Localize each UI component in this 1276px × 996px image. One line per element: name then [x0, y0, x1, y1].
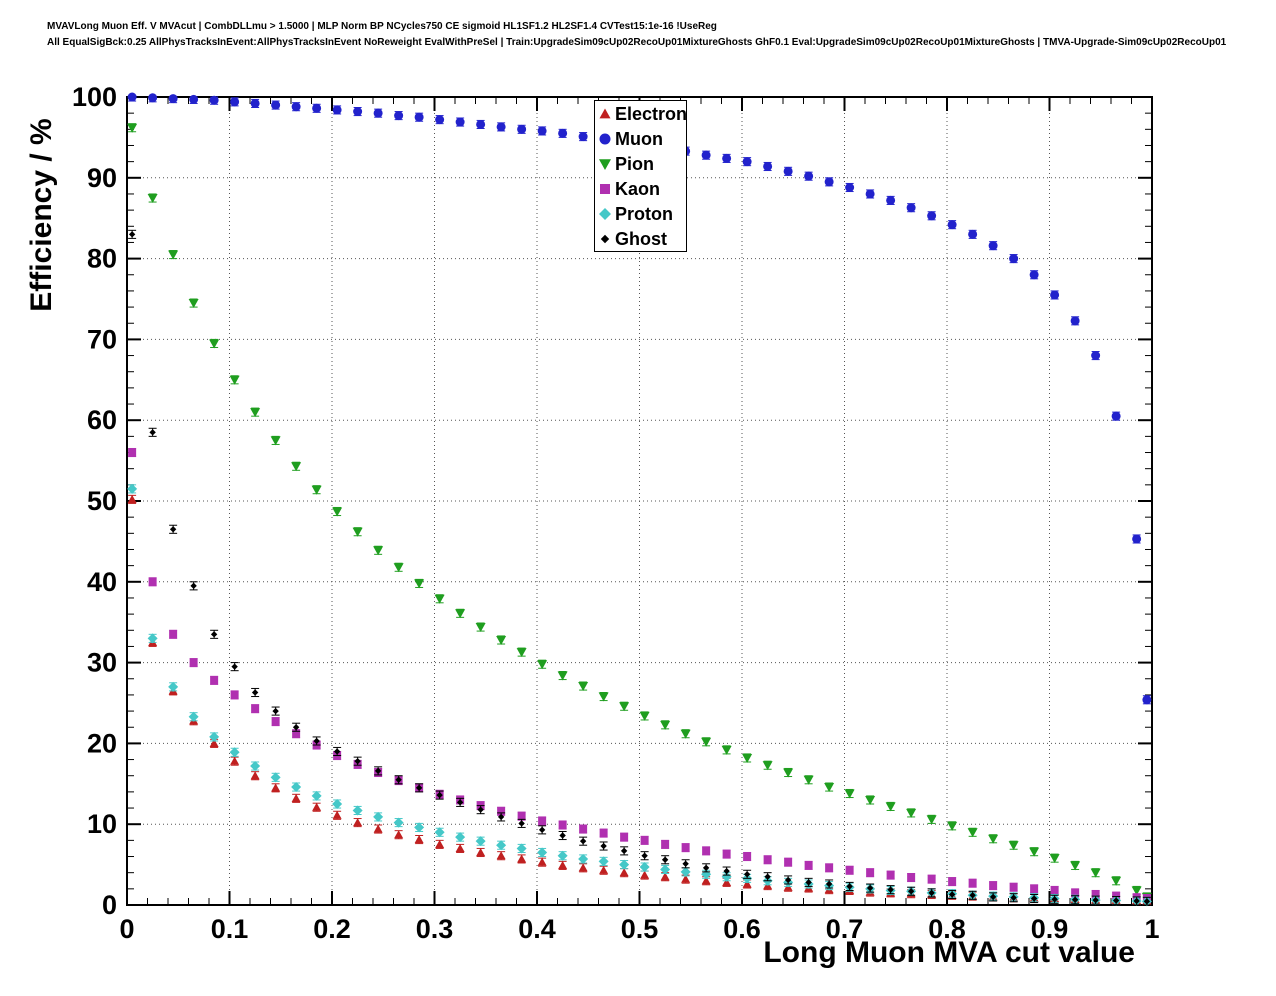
- legend: Electron Muon Pion Kaon Proton Ghost: [594, 100, 687, 252]
- plot-title-line2: All EqualSigBck:0.25 AllPhysTracksInEven…: [47, 37, 1227, 48]
- svg-text:0.3: 0.3: [416, 914, 454, 944]
- gridlines: [127, 97, 1152, 905]
- svg-text:70: 70: [87, 324, 117, 354]
- legend-label-proton: Proton: [615, 203, 673, 224]
- series-ghost: [128, 229, 1151, 906]
- legend-label-kaon: Kaon: [615, 178, 660, 199]
- svg-text:30: 30: [87, 648, 117, 678]
- minor-ticks: [127, 97, 1152, 905]
- svg-text:0.2: 0.2: [313, 914, 351, 944]
- muon-marker-icon: [596, 130, 614, 148]
- series-proton: [127, 483, 1152, 907]
- kaon-marker-icon: [596, 180, 614, 198]
- svg-text:0.4: 0.4: [518, 914, 556, 944]
- series-electron: [127, 494, 1152, 906]
- legend-item-electron: Electron: [595, 101, 688, 126]
- plot-title-line1: MVAVLong Muon Eff. V MVAcut | CombDLLmu …: [47, 21, 717, 32]
- legend-item-muon: Muon: [595, 126, 686, 151]
- legend-label-pion: Pion: [615, 153, 654, 174]
- pion-marker-icon: [596, 155, 614, 173]
- y-axis-title: Efficiency / %: [25, 118, 58, 312]
- legend-item-ghost: Ghost: [595, 226, 686, 251]
- legend-item-proton: Proton: [595, 201, 686, 226]
- tick-labels: 0 0.1 0.2 0.3 0.4 0.5 0.6 0.7 0.8 0.9 101020304050…: [72, 82, 1160, 944]
- svg-text:1: 1: [1144, 914, 1159, 944]
- x-axis-title: Long Muon MVA cut value: [763, 936, 1135, 969]
- svg-text:0.1: 0.1: [211, 914, 249, 944]
- svg-text:0.7: 0.7: [826, 914, 864, 944]
- svg-text:0.6: 0.6: [723, 914, 761, 944]
- legend-label-electron: Electron: [615, 103, 688, 124]
- svg-text:0.9: 0.9: [1031, 914, 1069, 944]
- svg-text:80: 80: [87, 244, 117, 274]
- major-ticks: [126, 96, 1153, 906]
- legend-item-pion: Pion: [595, 151, 686, 176]
- legend-label-muon: Muon: [615, 128, 663, 149]
- svg-text:0.5: 0.5: [621, 914, 659, 944]
- series-pion: [127, 123, 1152, 902]
- svg-text:0: 0: [119, 914, 134, 944]
- series-kaon: [128, 447, 1151, 904]
- ghost-marker-icon: [596, 230, 614, 248]
- series-muon: [127, 92, 1152, 705]
- svg-text:100: 100: [72, 82, 117, 112]
- legend-item-kaon: Kaon: [595, 176, 686, 201]
- svg-text:40: 40: [87, 567, 117, 597]
- svg-text:0.8: 0.8: [928, 914, 966, 944]
- svg-text:60: 60: [87, 405, 117, 435]
- proton-marker-icon: [596, 205, 614, 223]
- svg-text:90: 90: [87, 163, 117, 193]
- svg-text:20: 20: [87, 728, 117, 758]
- svg-text:0: 0: [102, 890, 117, 920]
- electron-marker-icon: [596, 105, 614, 123]
- legend-label-ghost: Ghost: [615, 228, 667, 249]
- svg-text:50: 50: [87, 486, 117, 516]
- svg-text:10: 10: [87, 809, 117, 839]
